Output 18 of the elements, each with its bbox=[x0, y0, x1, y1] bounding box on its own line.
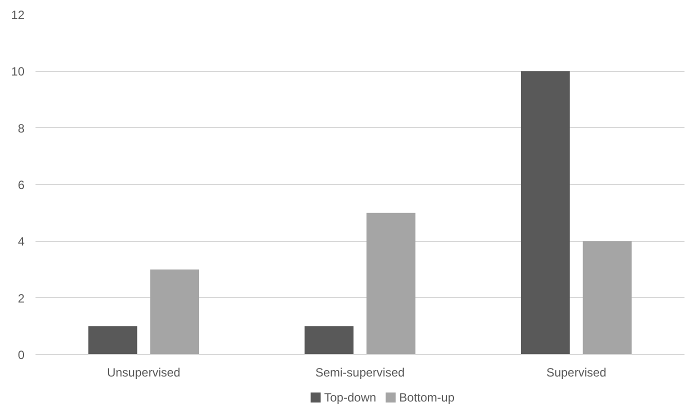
bar bbox=[366, 212, 416, 354]
y-tick-label: 10 bbox=[11, 64, 25, 79]
bar bbox=[520, 71, 570, 354]
bar bbox=[150, 270, 200, 354]
y-tick-label: 8 bbox=[18, 121, 25, 136]
legend-label: Top-down bbox=[324, 390, 376, 404]
y-tick-label: 6 bbox=[18, 178, 25, 192]
bar bbox=[304, 326, 354, 354]
legend-label: Bottom-up bbox=[399, 390, 455, 404]
x-tick-label: Supervised bbox=[546, 366, 606, 380]
x-tick-label: Semi-supervised bbox=[315, 366, 405, 380]
x-tick-label: Unsupervised bbox=[106, 366, 180, 380]
y-tick-label: 0 bbox=[18, 348, 25, 362]
y-tick-label: 4 bbox=[18, 234, 25, 249]
y-tick-label: 12 bbox=[11, 8, 25, 22]
y-tick-label: 2 bbox=[18, 291, 25, 306]
bar bbox=[582, 241, 632, 354]
bar bbox=[88, 326, 138, 354]
